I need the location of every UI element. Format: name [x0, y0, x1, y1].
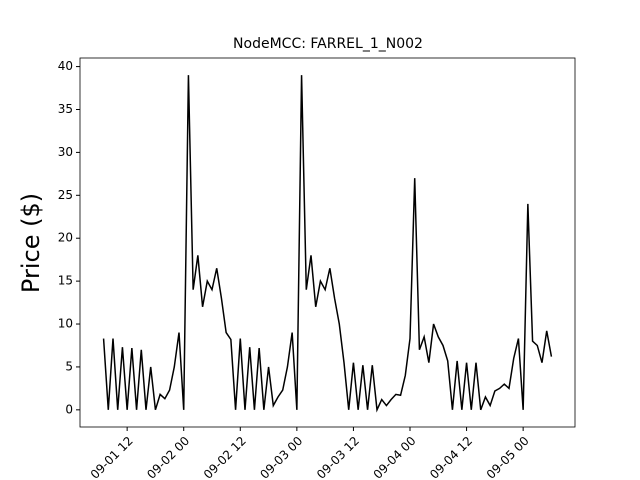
y-tick-label: 0: [65, 402, 73, 416]
y-tick-label: 30: [58, 145, 73, 159]
y-tick-label: 20: [58, 231, 73, 245]
chart-title: NodeMCC: FARREL_1_N002: [233, 36, 423, 52]
y-tick-label: 15: [58, 274, 73, 288]
price-line: [102, 75, 553, 413]
y-tick-label: 35: [58, 102, 73, 116]
y-tick-label: 5: [65, 359, 73, 373]
y-tick-label: 25: [58, 188, 73, 202]
y-tick-label: 40: [58, 59, 73, 73]
y-tick-label: 10: [58, 317, 73, 331]
plot-frame: [79, 57, 576, 428]
y-axis-label: Price ($): [17, 193, 45, 293]
